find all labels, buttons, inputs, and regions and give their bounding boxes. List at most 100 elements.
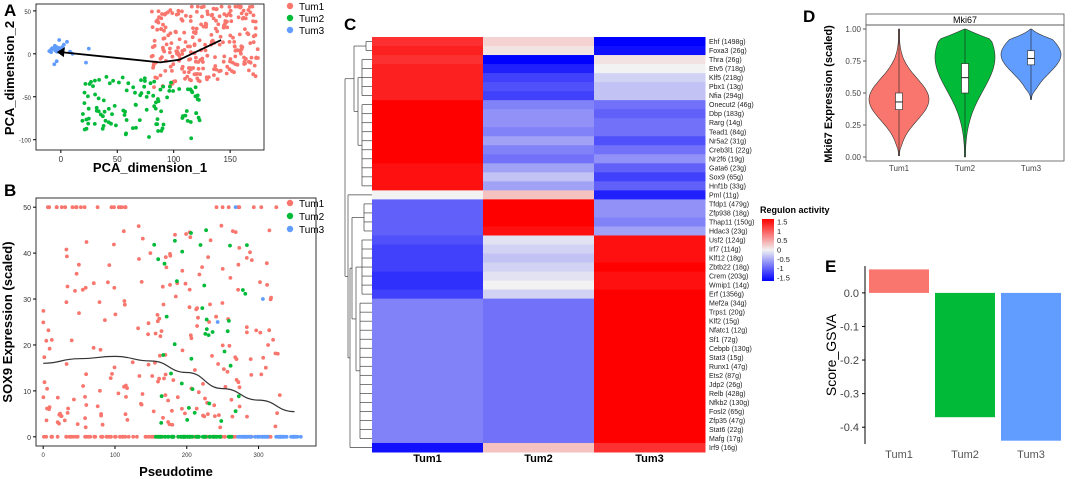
heatmap-row-label: Pml (11g) bbox=[709, 192, 739, 199]
pseudotime-point-tum1 bbox=[139, 280, 144, 284]
pseudotime-y-tick-label: 40 bbox=[23, 251, 31, 258]
pca-point-tum2 bbox=[144, 107, 149, 112]
pca-point-tum1 bbox=[199, 5, 204, 10]
pseudotime-point-tum1 bbox=[170, 422, 175, 427]
heatmap-cell bbox=[372, 424, 484, 435]
pseudotime-point-tum2 bbox=[175, 279, 179, 283]
heatmap-row-label: Nfia (294g) bbox=[709, 93, 744, 100]
heatmap-row-label: Rarg (14g) bbox=[709, 120, 742, 127]
pca-point-tum2 bbox=[96, 96, 101, 101]
pseudotime-y-tick-label: 30 bbox=[23, 297, 31, 304]
heatmap-row-label: Tfdp1 (479g) bbox=[709, 201, 749, 208]
gsva-y-tick-label: -0.1 bbox=[840, 321, 859, 333]
pca-point-tum1 bbox=[158, 73, 163, 78]
heatmap-cell bbox=[372, 118, 484, 128]
pca-point-tum2 bbox=[83, 82, 88, 86]
pseudotime-point-tum1 bbox=[214, 205, 219, 210]
heatmap-cell bbox=[372, 316, 484, 327]
pseudotime-point-tum1 bbox=[254, 328, 259, 333]
pca-point-tum1 bbox=[217, 42, 222, 47]
pca-point-tum1 bbox=[161, 22, 165, 27]
pca-point-tum2 bbox=[107, 81, 112, 86]
heatmap-cell bbox=[594, 325, 706, 336]
pseudotime-point-tum2 bbox=[189, 434, 193, 439]
pseudotime-point-tum1 bbox=[73, 289, 77, 293]
heatmap-row-label: Nr2f6 (19g) bbox=[709, 156, 744, 163]
pca-point-tum1 bbox=[171, 62, 176, 67]
pseudotime-point-tum1 bbox=[83, 285, 88, 290]
pseudotime-point-tum1 bbox=[55, 434, 60, 439]
pseudotime-point-tum1 bbox=[187, 305, 192, 310]
pca-point-tum1 bbox=[251, 34, 256, 39]
pseudotime-point-tum1 bbox=[136, 224, 141, 229]
heatmap-dendrogram bbox=[344, 41, 372, 448]
heatmap-cell bbox=[372, 100, 484, 110]
heatmap-row-label: Ets2 (87g) bbox=[709, 373, 741, 380]
heatmap-cell bbox=[372, 325, 484, 336]
heatmap-cell bbox=[372, 253, 484, 264]
heatmap-cell bbox=[372, 163, 484, 173]
pseudotime-point-tum1 bbox=[55, 395, 60, 400]
pca-point-tum2 bbox=[193, 85, 198, 90]
heatmap-legend-tick: -1 bbox=[777, 264, 784, 273]
pseudotime-point-tum1 bbox=[123, 205, 128, 210]
heatmap-cell bbox=[483, 172, 595, 182]
pca-point-tum2 bbox=[143, 79, 147, 83]
pseudotime-point-tum1 bbox=[151, 409, 156, 414]
pseudotime-point-tum1 bbox=[112, 205, 116, 210]
heatmap-column-label: Tum2 bbox=[524, 453, 553, 465]
pseudotime-point-tum1 bbox=[236, 262, 241, 267]
pseudotime-y-tick-label: 0 bbox=[27, 435, 31, 442]
pseudotime-point-tum1 bbox=[74, 205, 78, 210]
pseudotime-legend: Tum1 Tum2 Tum3 bbox=[286, 199, 325, 236]
pca-point-tum1 bbox=[205, 12, 210, 17]
heatmap-cell bbox=[594, 154, 706, 164]
pca-point-tum1 bbox=[182, 70, 187, 74]
pca-point-tum1 bbox=[188, 14, 193, 19]
heatmap-cell bbox=[483, 397, 595, 408]
pca-point-tum1 bbox=[219, 4, 224, 9]
heatmap-row-label: Klf5 (218g) bbox=[709, 75, 743, 82]
violin-category-label: Tum1 bbox=[889, 164, 910, 173]
pca-axes: 0 50 100 150 50 0 -50 -100 bbox=[19, 10, 237, 164]
pca-point-tum1 bbox=[252, 63, 257, 68]
pseudotime-point-tum1 bbox=[136, 326, 141, 331]
pca-point-tum3 bbox=[50, 46, 55, 51]
heatmap-cell bbox=[483, 199, 595, 209]
pca-point-tum2 bbox=[188, 120, 193, 124]
pca-point-tum2 bbox=[144, 95, 149, 99]
pseudotime-point-tum2 bbox=[195, 434, 200, 439]
panel-letter-e: E bbox=[825, 257, 836, 276]
pseudotime-point-tum1 bbox=[274, 205, 279, 210]
pseudotime-point-tum1 bbox=[233, 434, 238, 439]
pca-trajectory bbox=[56, 39, 222, 64]
pca-point-tum1 bbox=[151, 65, 156, 70]
heatmap-cell bbox=[594, 190, 706, 200]
pseudotime-point-tum1 bbox=[65, 411, 70, 415]
pseudotime-point-tum1 bbox=[91, 345, 96, 350]
heatmap-cell bbox=[483, 145, 595, 155]
pca-point-tum1 bbox=[168, 64, 173, 69]
pseudotime-point-tum1 bbox=[265, 283, 269, 287]
pseudotime-point-tum1 bbox=[193, 368, 197, 372]
pseudotime-point-tum2 bbox=[173, 238, 177, 243]
pseudotime-point-tum2 bbox=[158, 434, 163, 439]
pseudotime-point-tum1 bbox=[118, 205, 123, 210]
pca-point-tum1 bbox=[256, 56, 260, 60]
heatmap-cell bbox=[594, 406, 706, 417]
pseudotime-point-tum1 bbox=[208, 238, 213, 243]
pseudotime-point-tum3 bbox=[261, 434, 265, 439]
pca-point-tum2 bbox=[147, 135, 151, 139]
pca-point-tum1 bbox=[162, 36, 167, 41]
pseudotime-point-tum1 bbox=[64, 300, 69, 305]
pseudotime-point-tum1 bbox=[237, 205, 242, 210]
heatmap-cell bbox=[594, 298, 706, 309]
heatmap-cell bbox=[372, 415, 484, 426]
pseudotime-point-tum1 bbox=[234, 378, 239, 382]
pseudotime-point-tum1 bbox=[227, 343, 232, 348]
pca-y-tick-label: 0 bbox=[28, 53, 32, 59]
heatmap-row-label: Sox9 (65g) bbox=[709, 174, 743, 181]
pseudotime-point-tum1 bbox=[41, 309, 46, 313]
pseudotime-point-tum1 bbox=[237, 385, 242, 390]
pca-point-tum2 bbox=[122, 113, 127, 117]
